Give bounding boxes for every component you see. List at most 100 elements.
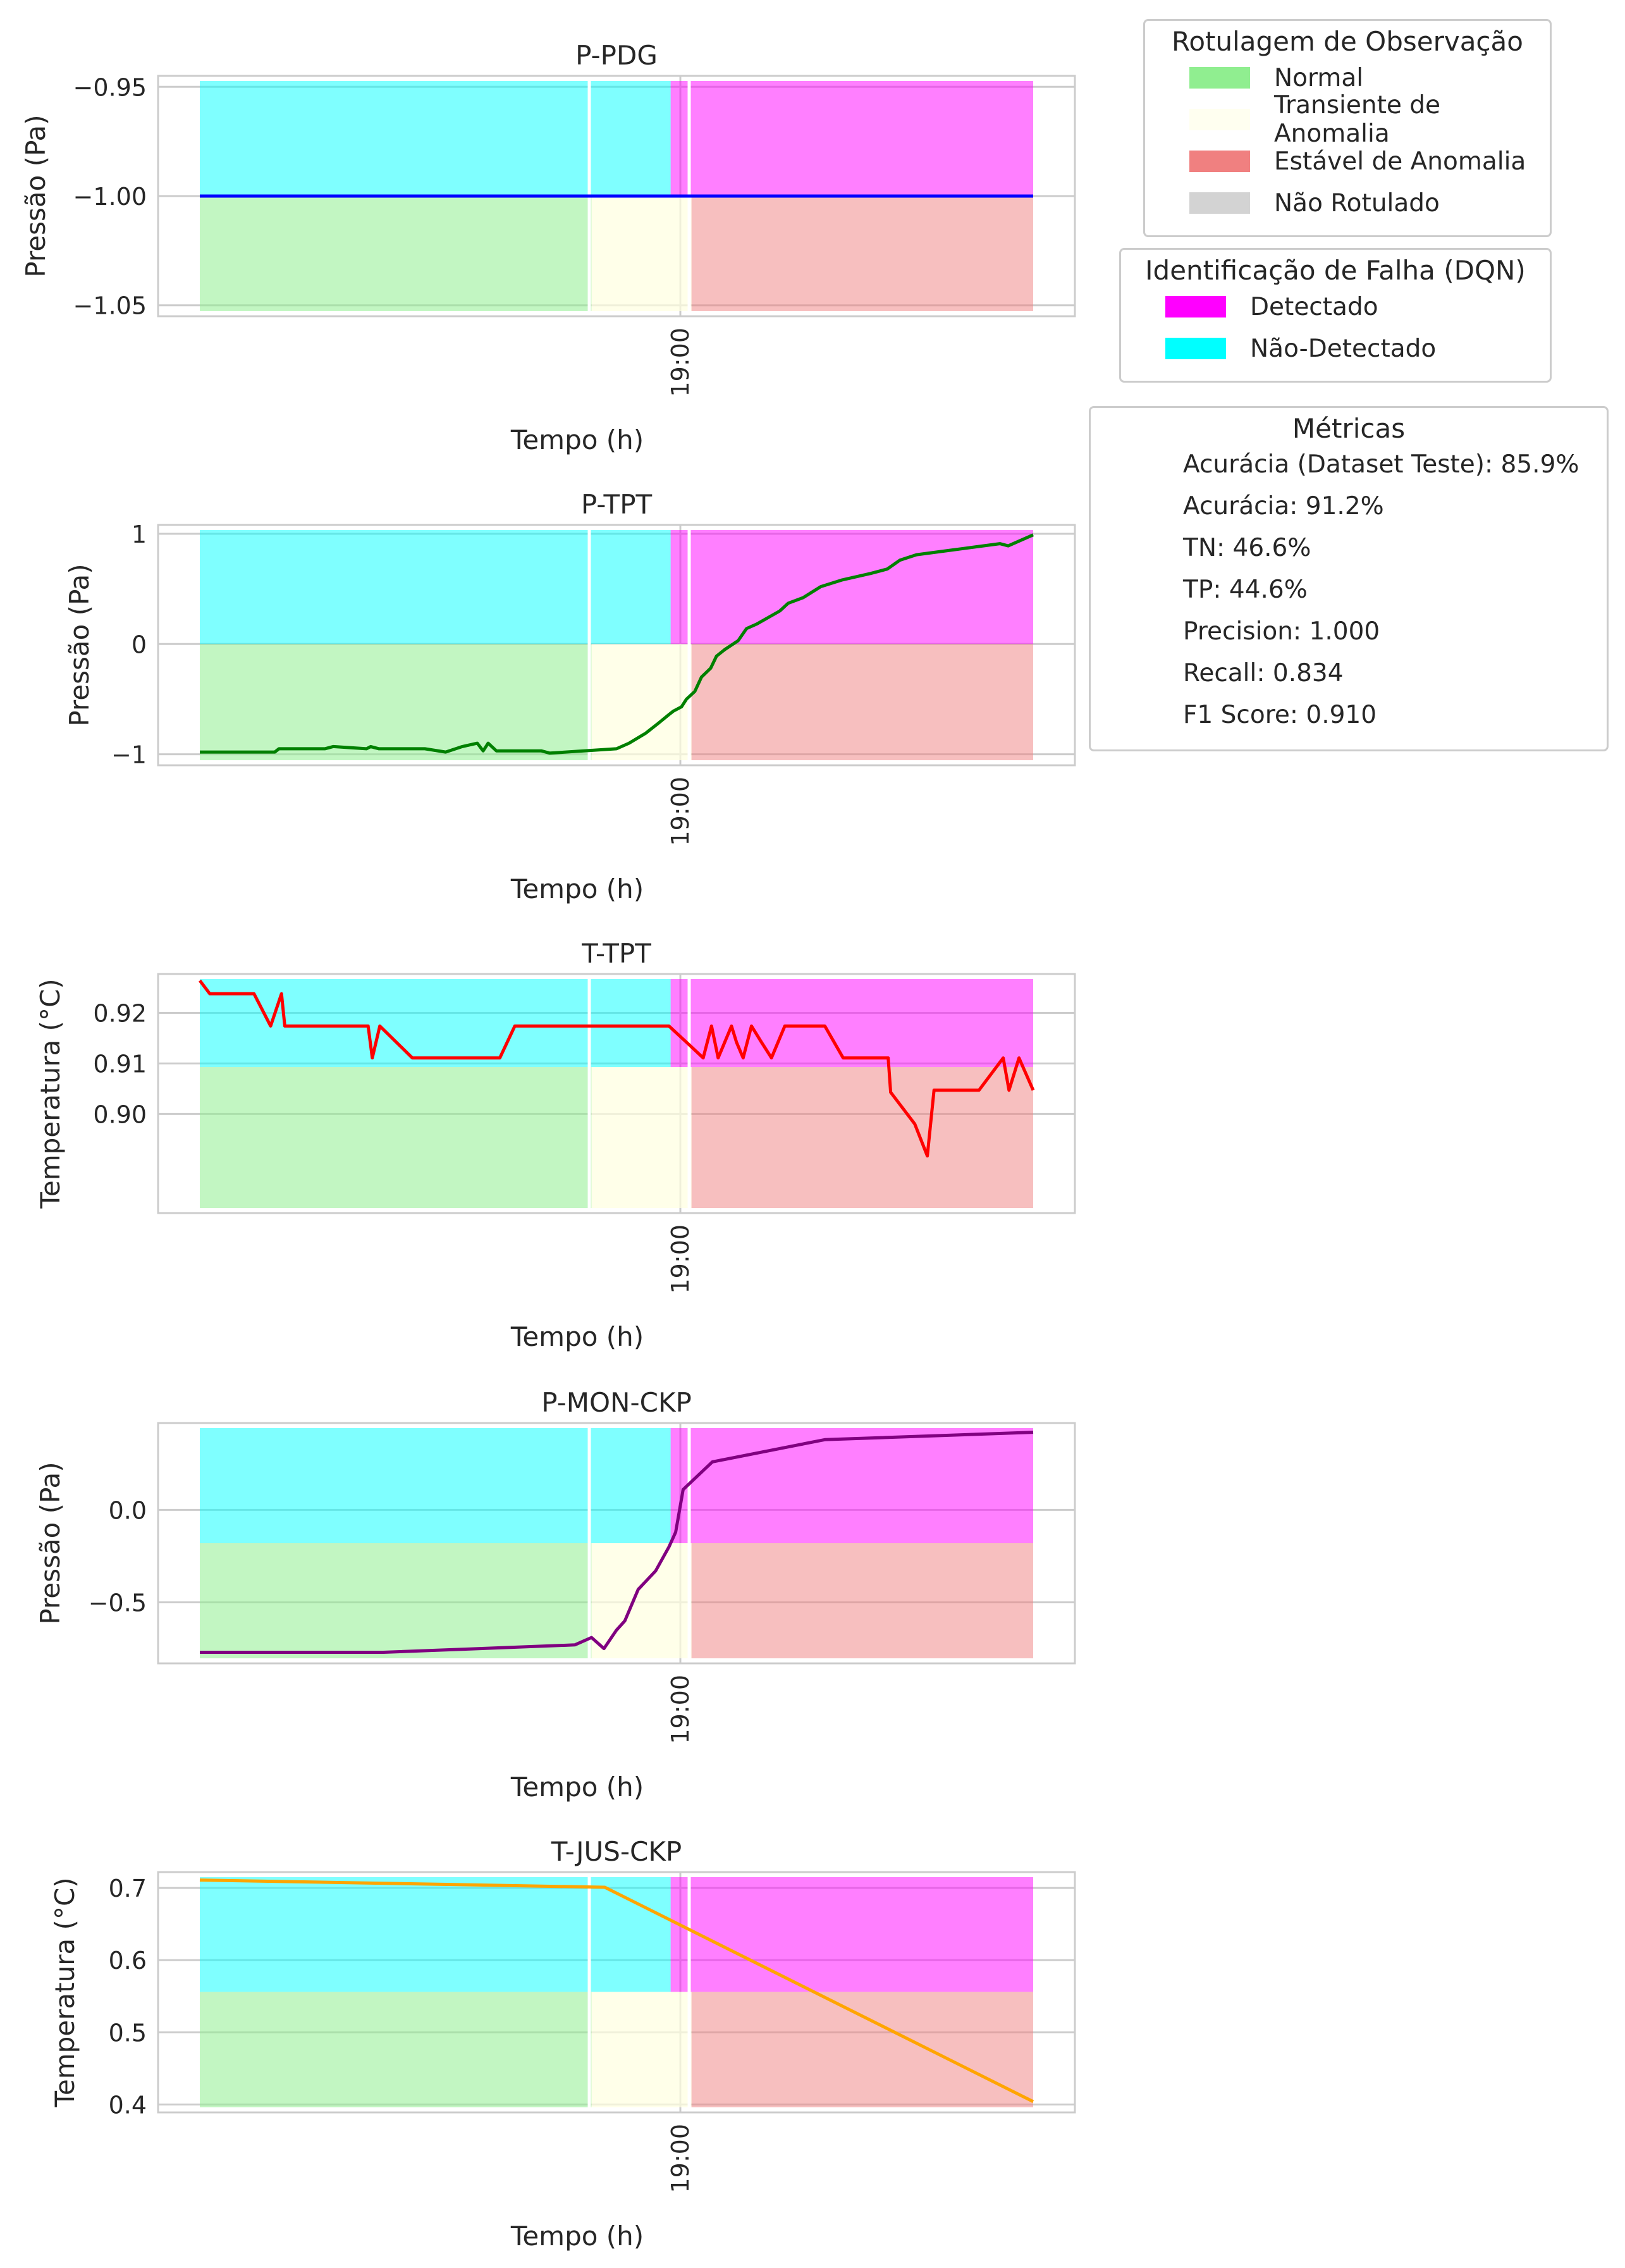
metric-entry: F1 Score: 0.910 — [1183, 701, 1377, 729]
subplot-1-ytick-label: −0.95 — [73, 73, 147, 101]
subplot-1-region-normal — [200, 196, 592, 311]
subplot-5-xtick-label: 19:00 — [666, 2124, 694, 2193]
subplot-3-ytick-label: 0.91 — [93, 1050, 147, 1078]
metrics-items: Acurácia (Dataset Teste): 85.9% Acurácia:… — [1091, 444, 1607, 736]
observation-legend-entry: Estável de Anomalia — [1145, 140, 1550, 182]
subplot-2-axes-frame — [157, 524, 1076, 767]
observation-legend-title: Rotulagem de Observação — [1172, 26, 1523, 57]
subplot-4-xlabel: Tempo (h) — [510, 1772, 644, 1803]
subplot-3-region-not_detected — [200, 979, 671, 1068]
subplot-1-ylabel: Pressão (Pa) — [20, 114, 51, 277]
detection-legend-label: Detectado — [1250, 292, 1378, 321]
subplot-5-ytick-label: 0.7 — [109, 1875, 147, 1902]
subplot-3-ytick-label: 0.92 — [93, 1000, 147, 1028]
observation-legend-items: Normal Transiente de Anomalia Estável de A… — [1145, 57, 1550, 224]
subplot-5-ylabel: Temperatura (°C) — [49, 1877, 80, 2107]
subplot-5-ytick-label: 0.4 — [109, 2091, 147, 2119]
subplot-3-xlabel: Tempo (h) — [510, 1321, 644, 1352]
subplot-4-series-line — [200, 1431, 1034, 1654]
subplot-1-xlabel: Tempo (h) — [510, 424, 644, 455]
subplot-3-series-line — [199, 979, 1035, 1158]
metrics-legend: Métricas Acurácia (Dataset Teste): 85.9%… — [1089, 406, 1609, 751]
subplot-5-region-transient — [591, 1992, 692, 2107]
detection-legend-swatch — [1165, 296, 1226, 317]
detection-legend-entry: Não-Detectado — [1121, 328, 1550, 369]
subplot-2-title: P-TPT — [581, 489, 653, 520]
metric-entry: Precision: 1.000 — [1183, 617, 1380, 646]
subplot-1-region-detected — [670, 81, 1033, 196]
observation-legend-label: Transiente de Anomalia — [1274, 91, 1441, 148]
observation-legend-swatch — [1189, 151, 1250, 172]
subplot-5-region-not_detected — [200, 1877, 671, 1992]
subplot-2-xlabel: Tempo (h) — [510, 873, 644, 904]
observation-legend-entry: Normal — [1145, 57, 1550, 99]
subplot-3-region-transient — [591, 1067, 692, 1208]
detection-legend-label: Não-Detectado — [1250, 334, 1437, 363]
subplot-5-region-normal — [200, 1992, 592, 2107]
subplot-3-axes-frame — [157, 973, 1076, 1214]
observation-legend-label: Não Rotulado — [1274, 188, 1440, 218]
subplot-5-xlabel: Tempo (h) — [510, 2221, 644, 2252]
subplot-4-region-normal — [200, 1543, 592, 1658]
subplot-4-ytick-label: −0.5 — [89, 1589, 147, 1617]
subplot-3-ylabel: Temperatura (°C) — [35, 978, 66, 1209]
detection-legend-title: Identificação de Falha (DQN) — [1145, 255, 1526, 286]
observation-legend: Rotulagem de Observação Normal Transiente… — [1143, 19, 1552, 237]
observation-legend-entry: Não Rotulado — [1145, 182, 1550, 224]
subplot-2-region-normal — [200, 644, 592, 760]
subplot-5-ytick-label: 0.5 — [109, 2019, 147, 2047]
subplot-3-title: T-TPT — [581, 938, 651, 969]
observation-legend-label: Normal — [1274, 63, 1364, 92]
observation-legend-swatch — [1189, 109, 1250, 130]
subplot-2-region-not_detected — [200, 530, 671, 644]
subplot-4-axes-frame — [157, 1422, 1076, 1665]
subplot-2-ytick-label: 0 — [132, 631, 147, 658]
subplot-4-region-steady — [691, 1543, 1033, 1658]
subplot-2-series-line — [200, 533, 1034, 755]
observation-legend-entry: Transiente de Anomalia — [1145, 91, 1550, 148]
observation-legend-swatch — [1189, 67, 1250, 89]
detection-legend-swatch — [1165, 338, 1226, 359]
subplot-3-xtick-label: 19:00 — [666, 1224, 694, 1294]
metric-entry: TP: 44.6% — [1183, 576, 1308, 604]
subplot-3-region-detected — [670, 979, 1033, 1068]
metric-entry: Recall: 0.834 — [1183, 659, 1344, 687]
subplot-2-xtick-label: 19:00 — [666, 777, 694, 846]
metric-entry: Acurácia: 91.2% — [1183, 492, 1384, 521]
subplot-5-title: T-JUS-CKP — [551, 1836, 682, 1867]
subplot-1-ytick-label: −1.00 — [73, 183, 147, 211]
subplot-4-region-transient — [591, 1543, 692, 1658]
subplot-2-region-detected — [670, 530, 1033, 644]
subplot-1-axes-frame — [157, 75, 1076, 317]
subplot-1-xtick-label: 19:00 — [666, 328, 694, 397]
subplot-5-series-line — [199, 1878, 1034, 2104]
subplot-4-xtick-label: 19:00 — [666, 1675, 694, 1744]
metrics-legend-title: Métricas — [1292, 413, 1406, 444]
subplot-3-region-normal — [200, 1067, 592, 1208]
subplot-2-ytick-label: −1 — [111, 741, 147, 769]
observation-legend-label: Estável de Anomalia — [1274, 147, 1526, 176]
subplot-5-axes-frame — [157, 1871, 1076, 2114]
metric-entry: Acurácia (Dataset Teste): 85.9% — [1183, 450, 1579, 479]
subplot-1-ytick-label: −1.05 — [73, 292, 147, 320]
subplot-3-ytick-label: 0.90 — [93, 1100, 147, 1128]
subplot-4-ylabel: Pressão (Pa) — [35, 1462, 66, 1624]
subplot-2-ytick-label: 1 — [132, 521, 147, 548]
subplot-5-ytick-label: 0.6 — [109, 1947, 147, 1975]
metric-entry: TN: 46.6% — [1183, 534, 1311, 562]
subplot-1-title: P-PDG — [575, 40, 658, 71]
subplot-2-ylabel: Pressão (Pa) — [64, 564, 95, 726]
detection-legend: Identificação de Falha (DQN) Detectado Nã… — [1119, 248, 1552, 383]
subplot-2-region-transient — [591, 644, 692, 760]
subplot-1-region-steady — [691, 196, 1033, 311]
observation-legend-swatch — [1189, 192, 1250, 214]
subplot-4-ytick-label: 0.0 — [109, 1496, 147, 1524]
subplot-2-region-steady — [691, 644, 1033, 760]
subplot-1-region-not_detected — [200, 81, 671, 196]
subplot-4-region-not_detected — [200, 1428, 671, 1543]
detection-legend-items: Detectado Não-Detectado — [1121, 286, 1550, 369]
subplot-5-region-steady — [691, 1992, 1033, 2107]
subplot-1-region-transient — [591, 196, 692, 311]
subplot-5-region-detected — [670, 1877, 1033, 1992]
